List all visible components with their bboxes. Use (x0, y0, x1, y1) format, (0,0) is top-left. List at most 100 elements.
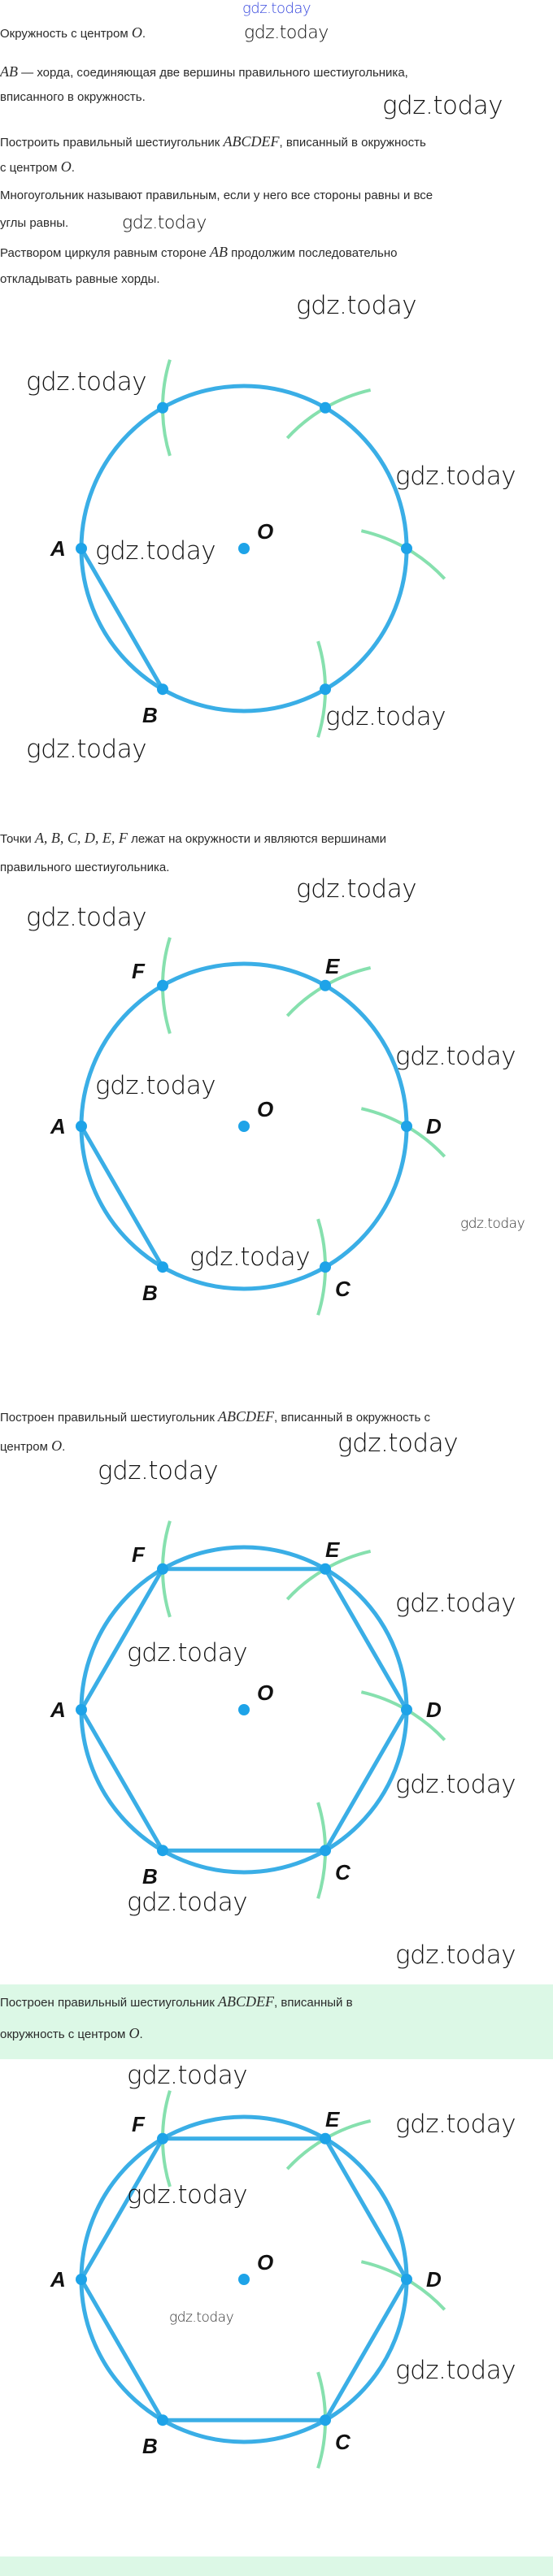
center-point (238, 543, 250, 554)
paragraph: Точки A, B, C, D, E, F лежат на окружнос… (0, 830, 386, 848)
diagram-hexagon-points: A B C D E F O (50, 937, 446, 1316)
site-watermark-header[interactable]: gdz.today (242, 0, 311, 17)
vertex-label-b: B (142, 1281, 158, 1305)
vertex-point-e (320, 1563, 331, 1575)
paragraph: правильного шестиугольника. (0, 860, 169, 876)
vertex-point-c (320, 1261, 331, 1273)
chord-ab (79, 547, 165, 691)
paragraph: Построен правильный шестиугольник ABCDEF… (0, 1993, 353, 2011)
paragraph-text: углы равны. (0, 216, 69, 230)
watermark: gdz.today (395, 462, 516, 491)
vertex-label-e: E (325, 2107, 340, 2131)
watermark: gdz.today (95, 536, 216, 566)
watermark: gdz.today (395, 1042, 516, 1071)
paragraph-text: — хорда, соединяющая две вершины правиль… (18, 66, 408, 80)
vertex-label-c: C (335, 2430, 351, 2454)
watermark: gdz.today (244, 23, 329, 43)
paragraph: углы равны. (0, 215, 68, 232)
vertex-point-e (320, 979, 331, 991)
vertex-point-a (76, 1121, 87, 1132)
paragraph: AB — хорда, соединяющая две вершины прав… (0, 63, 408, 81)
paragraph-text: вписанного в окружность. (0, 90, 146, 104)
paragraph-text: Многоугольник называют правильным, если … (0, 189, 433, 202)
watermark: gdz.today (460, 1216, 525, 1232)
chord-de (323, 1568, 409, 1711)
vertex-point-f (157, 979, 168, 991)
center-label: O (257, 519, 273, 544)
watermark: gdz.today (382, 91, 503, 120)
vertex-label-b: B (142, 703, 158, 727)
paragraph-text: Окружность с центром (0, 27, 132, 41)
diagram-hexagon-built: A B C D E F O (50, 1520, 446, 1899)
vertex-point-c (320, 1845, 331, 1857)
vertex-point-c (320, 2414, 331, 2426)
paragraph: с центром O. (0, 158, 75, 176)
vertex-label-d: D (426, 1114, 442, 1138)
vertex-label-b: B (142, 1864, 158, 1889)
vertex-point-b (157, 683, 168, 696)
watermark: gdz.today (98, 1456, 219, 1485)
vertex-point-a (76, 543, 87, 554)
vertex-point-f (157, 1563, 168, 1575)
watermark: gdz.today (395, 1770, 516, 1799)
vertex-label-f: F (132, 2112, 146, 2136)
paragraph-text: , вписанный в окружность с (274, 1411, 430, 1425)
paragraph: Раствором циркуля равным стороне AB прод… (0, 244, 397, 262)
vertex-point-f (157, 401, 168, 414)
watermark: gdz.today (26, 903, 147, 932)
paragraph-text: центром (0, 1440, 52, 1454)
vertex-point-b (157, 1845, 168, 1857)
math-expression: O (131, 24, 142, 41)
paragraph-text: окружность с центром (0, 2027, 129, 2041)
watermark: gdz.today (127, 1888, 248, 1917)
center-label: O (257, 1097, 273, 1121)
vertex-label-a: A (50, 1114, 66, 1138)
paragraph: Построен правильный шестиугольник ABCDEF… (0, 1408, 430, 1426)
paragraph-text: с центром (0, 161, 61, 175)
vertex-point-f (157, 2132, 168, 2144)
chord-cd (323, 2278, 409, 2422)
bottom-highlight-band (0, 2556, 553, 2576)
paragraph-text: Построить правильный шестиугольник (0, 136, 224, 150)
paragraph-text: Построен правильный шестиугольник (0, 1996, 219, 2010)
watermark: gdz.today (26, 367, 147, 397)
center-point (238, 1704, 250, 1715)
vertex-point-d (401, 2274, 412, 2285)
vertex-label-c: C (335, 1860, 351, 1884)
math-expression: A, B, C, D, E, F (34, 830, 128, 846)
watermark: gdz.today (189, 1242, 311, 1272)
answer-highlight-band (0, 1984, 553, 2059)
math-expression: ABCDEF (218, 1408, 275, 1425)
chord-fa (79, 2137, 165, 2281)
vertex-point-b (157, 1261, 168, 1273)
watermark: gdz.today (127, 2180, 248, 2210)
vertex-label-a: A (50, 536, 66, 561)
diagram-circle-chord: A B O (50, 359, 446, 738)
watermark: gdz.today (296, 291, 417, 320)
paragraph: окружность с центром O. (0, 2025, 143, 2043)
vertex-point-c (320, 683, 331, 696)
paragraph: Многоугольник называют правильным, если … (0, 188, 433, 204)
vertex-label-a: A (50, 1698, 66, 1722)
vertex-label-d: D (426, 1698, 442, 1722)
watermark: gdz.today (95, 1071, 216, 1100)
paragraph-text: . (142, 27, 146, 41)
vertex-label-f: F (132, 959, 146, 983)
vertex-point-d (401, 543, 412, 554)
watermark: gdz.today (395, 1589, 516, 1618)
diagram-hexagon-final: A B C D E F O (50, 2090, 446, 2469)
math-expression: O (128, 2025, 140, 2041)
paragraph-text: . (71, 161, 75, 175)
chord-fa (79, 1568, 165, 1711)
math-expression: O (51, 1438, 63, 1454)
watermark: gdz.today (169, 2309, 234, 2326)
math-expression: O (60, 158, 72, 175)
chord-ab (79, 1708, 165, 1852)
vertex-label-a: A (50, 2267, 66, 2292)
chord-de (323, 2137, 409, 2281)
vertex-label-e: E (325, 954, 340, 978)
vertex-label-f: F (132, 1542, 146, 1567)
math-expression: ABCDEF (223, 133, 280, 150)
watermark: gdz.today (325, 702, 446, 731)
math-expression: AB (0, 63, 18, 80)
